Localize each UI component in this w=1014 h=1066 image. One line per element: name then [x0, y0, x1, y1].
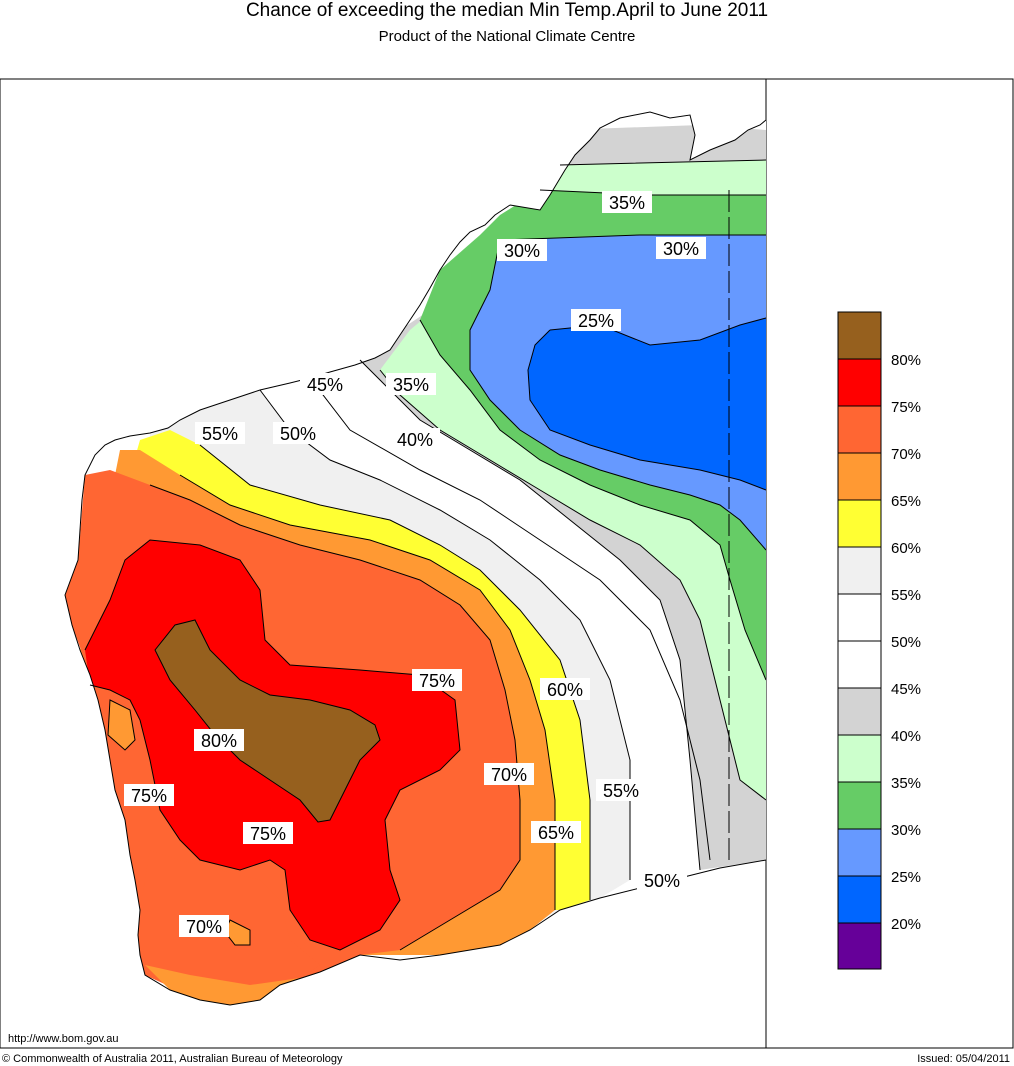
issued-date: Issued: 05/04/2011 [917, 1053, 1010, 1065]
legend-swatch-30 [837, 781, 882, 830]
svg-text:75%: 75% [419, 671, 455, 691]
legend-swatch-15 [837, 922, 882, 970]
legend-swatch-70 [837, 405, 882, 454]
legend-label: 55% [891, 587, 921, 604]
legend: 80% 75% 70% 65% 60% 55% 50% 45% 40% 35% … [837, 311, 921, 970]
contour-label: 80% [194, 729, 244, 751]
svg-text:45%: 45% [307, 375, 343, 395]
legend-swatch-60 [837, 499, 882, 548]
legend-label: 60% [891, 540, 921, 557]
legend-label: 65% [891, 493, 921, 510]
svg-text:65%: 65% [538, 823, 574, 843]
contour-label: 65% [531, 821, 581, 843]
legend-swatch-40 [837, 687, 882, 736]
svg-text:40%: 40% [397, 430, 433, 450]
contour-label: 30% [656, 237, 706, 259]
svg-text:55%: 55% [603, 781, 639, 801]
legend-swatch-75 [837, 358, 882, 407]
contour-label: 35% [602, 191, 652, 213]
svg-text:35%: 35% [609, 193, 645, 213]
chart-title: Chance of exceeding the median Min Temp.… [245, 0, 769, 21]
contour-label: 75% [412, 669, 462, 691]
legend-swatch-55 [837, 546, 882, 595]
svg-text:55%: 55% [202, 424, 238, 444]
legend-label: 40% [891, 728, 921, 745]
contour-label: 30% [497, 239, 547, 261]
source-url: http://www.bom.gov.au [8, 1033, 119, 1045]
copyright-notice: © Commonwealth of Australia 2011, Austra… [2, 1053, 343, 1065]
legend-swatch-20 [837, 875, 882, 924]
contour-label: 55% [596, 779, 646, 801]
contour-label: 40% [390, 428, 440, 450]
band-80 [155, 620, 380, 822]
contour-label: 50% [273, 422, 323, 444]
legend-label: 30% [891, 822, 921, 839]
svg-text:75%: 75% [250, 824, 286, 844]
legend-swatch-50 [837, 593, 882, 642]
contour-label: 50% [637, 869, 687, 891]
svg-text:75%: 75% [131, 786, 167, 806]
svg-text:50%: 50% [644, 871, 680, 891]
legend-swatch-25 [837, 828, 882, 877]
svg-text:35%: 35% [393, 375, 429, 395]
svg-text:80%: 80% [201, 731, 237, 751]
legend-label: 70% [891, 446, 921, 463]
contour-label: 35% [386, 373, 436, 395]
band-65-south [145, 965, 320, 1005]
svg-text:50%: 50% [280, 424, 316, 444]
legend-swatch-80 [837, 311, 882, 360]
contour-label: 70% [484, 763, 534, 785]
legend-label: 50% [891, 634, 921, 651]
contour-lines [84, 159, 767, 951]
contour-label: 75% [124, 784, 174, 806]
band-20 [528, 318, 766, 490]
contour-label: 45% [300, 373, 350, 395]
contour-label: 70% [179, 915, 229, 937]
svg-text:25%: 25% [578, 311, 614, 331]
probability-bands [65, 112, 766, 1005]
coastline [64, 111, 767, 1006]
svg-text:30%: 30% [663, 239, 699, 259]
legend-swatch-35 [837, 734, 882, 783]
band-65-pocket [225, 920, 250, 945]
chart-subtitle: Product of the National Climate Centre [378, 28, 636, 45]
legend-label: 45% [891, 681, 921, 698]
legend-swatch-65 [837, 452, 882, 501]
contour-label: 60% [540, 678, 590, 700]
contour-label-group: 35% 30% 30% 25% 45% 35% 55% 50% 40% 75% … [124, 191, 706, 937]
legend-label: 25% [891, 869, 921, 886]
legend-label: 20% [891, 916, 921, 933]
contour-label: 55% [195, 422, 245, 444]
svg-text:30%: 30% [504, 241, 540, 261]
svg-text:70%: 70% [186, 917, 222, 937]
svg-text:60%: 60% [547, 680, 583, 700]
contour-label: 75% [243, 822, 293, 844]
legend-label: 75% [891, 399, 921, 416]
contour-label: 25% [571, 309, 621, 331]
legend-swatch-45 [837, 640, 882, 689]
legend-label: 35% [891, 775, 921, 792]
band-70-pocket [108, 700, 135, 750]
svg-text:70%: 70% [491, 765, 527, 785]
legend-label: 80% [891, 352, 921, 369]
